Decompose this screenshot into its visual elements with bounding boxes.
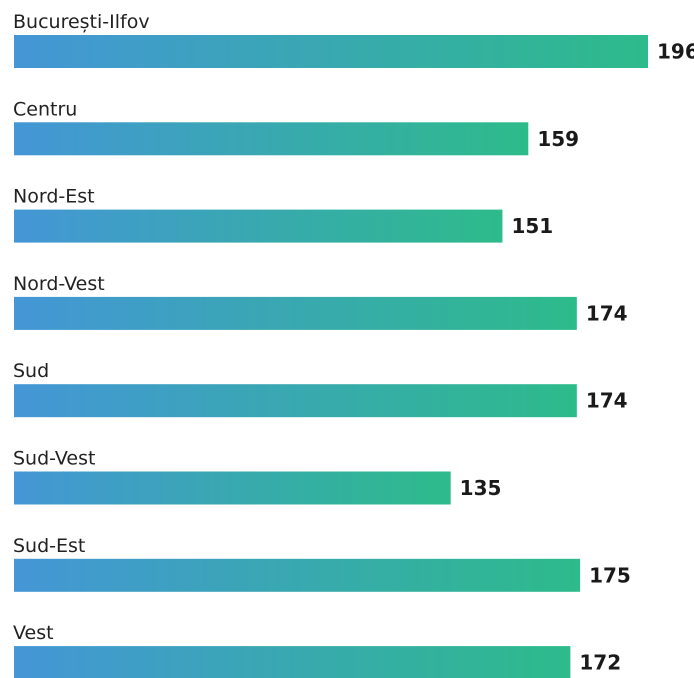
- bar: [14, 209, 503, 243]
- category-label: Centru: [13, 98, 77, 120]
- value-label: 174: [586, 301, 628, 325]
- value-label: 135: [460, 476, 502, 500]
- bar: [14, 122, 529, 156]
- category-label: București-Ilfov: [13, 11, 150, 33]
- bar: [14, 646, 571, 678]
- category-label: Sud-Est: [13, 535, 85, 557]
- bar: [14, 384, 577, 418]
- value-label: 174: [586, 389, 628, 413]
- bar: [14, 471, 451, 505]
- category-label: Vest: [13, 622, 54, 644]
- bar: [14, 558, 581, 592]
- category-label: Nord-Est: [13, 186, 95, 208]
- value-label: 172: [579, 651, 621, 675]
- value-label: 159: [537, 127, 579, 151]
- value-label: 196: [657, 40, 694, 64]
- value-label: 151: [511, 214, 553, 238]
- bar: [14, 35, 648, 68]
- value-label: 175: [589, 563, 631, 587]
- category-label: Sud: [13, 360, 49, 382]
- bar: [14, 296, 577, 330]
- bars-group: București-Ilfov 196 Centru 159 Nord-Est 151 No…: [13, 11, 694, 678]
- category-label: Nord-Vest: [13, 273, 105, 295]
- category-label: Sud-Vest: [13, 448, 95, 470]
